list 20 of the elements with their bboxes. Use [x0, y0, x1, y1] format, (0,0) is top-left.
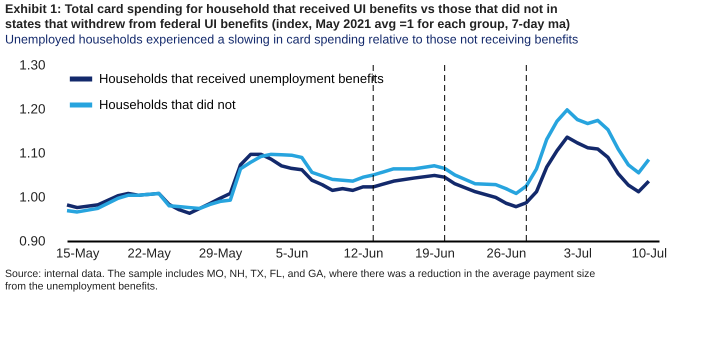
y-tick-label: 1.10 [19, 146, 46, 160]
y-tick-label: 0.90 [19, 234, 46, 248]
x-tick-label: 12-Jun [344, 246, 384, 260]
x-tick-label: 29-May [198, 246, 243, 260]
legend-label: Households that did not [99, 97, 236, 112]
x-tick-label: 19-Jun [415, 246, 455, 260]
chart-title: Exhibit 1: Total card spending for household that received UI benefits vs those that did not in states that withdrew from federal UI benefits (index, May 2021 avg =1 for each group, 7-day ma) [5, 2, 570, 31]
x-tick-label: 10-Jul [632, 246, 668, 260]
line-series [65, 108, 651, 214]
x-tick-label: 15-May [56, 246, 100, 260]
x-tick-label: 3-Jul [564, 246, 592, 260]
x-tick-label: 22-May [127, 246, 172, 260]
chart-subtitle: Unemployed households experienced a slowing in card spending relative to those not receiving benefits [5, 32, 578, 46]
legend-label: Households that received unemployment benefits [99, 71, 384, 86]
source-note: Source: internal data. The sample includes MO, NH, TX, FL, and GA, where there was a reduction in the average payment size from the unemployment benefits. [5, 268, 596, 292]
x-tick-label: 26-Jun [486, 246, 526, 260]
y-tick-label: 1.00 [19, 190, 46, 204]
x-tick-label: 5-Jun [276, 246, 308, 260]
y-tick-label: 1.30 [19, 58, 46, 72]
y-tick-label: 1.20 [19, 102, 46, 116]
